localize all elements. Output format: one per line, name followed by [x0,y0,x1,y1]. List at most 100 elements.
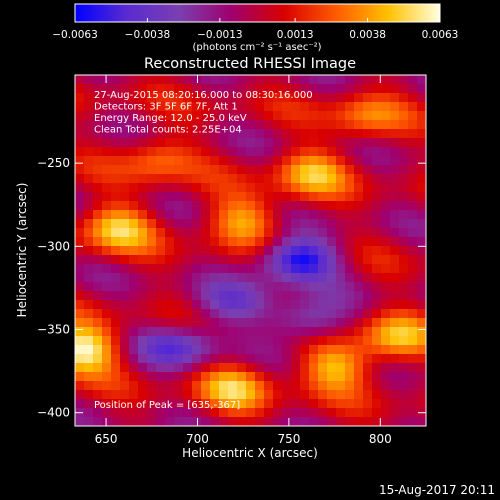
heatmap-cell [390,408,400,418]
heatmap-cell [363,264,373,274]
heatmap-cell [273,336,283,346]
heatmap-cell [93,120,103,130]
heatmap-cell [318,183,328,193]
heatmap-cell [138,156,148,166]
heatmap-cell [210,273,220,283]
heatmap-cell [327,192,337,202]
heatmap-cell [147,408,157,418]
heatmap-cell [300,192,310,202]
heatmap-cell [390,84,400,94]
heatmap-cell [183,408,193,418]
heatmap-cell [183,156,193,166]
heatmap-cell [120,102,130,112]
heatmap-cell [156,390,166,400]
heatmap-cell [282,336,292,346]
heatmap-cell [318,354,328,364]
heatmap-cell [291,327,301,337]
heatmap-cell [84,201,94,211]
heatmap-cell [336,309,346,319]
heatmap-cell [399,228,409,238]
heatmap-cell [156,75,166,85]
heatmap-cell [399,381,409,391]
heatmap-cell [228,129,238,139]
heatmap-cell [246,138,256,148]
heatmap-cell [165,336,175,346]
heatmap-cell [300,354,310,364]
heatmap-cell [399,300,409,310]
heatmap-cell [102,327,112,337]
heatmap-cell [147,291,157,301]
heatmap-cell [300,138,310,148]
heatmap-cell [183,183,193,193]
heatmap-cell [237,408,247,418]
heatmap-cell [246,192,256,202]
x-tick-label: 650 [95,432,118,446]
heatmap-cell [336,417,346,426]
heatmap-cell [273,102,283,112]
heatmap-cell [156,201,166,211]
heatmap-cell [102,390,112,400]
heatmap-cell [363,129,373,139]
heatmap-cell [165,300,175,310]
heatmap-cell [120,345,130,355]
heatmap-cell [309,318,319,328]
heatmap-cell [381,255,391,265]
heatmap-cell [327,282,337,292]
heatmap-cell [417,327,426,337]
heatmap-cell [354,345,364,355]
heatmap-cell [237,390,247,400]
heatmap-cell [264,120,274,130]
heatmap-cell [237,138,247,148]
heatmap-cell [111,210,121,220]
heatmap-cell [408,264,418,274]
heatmap-cell [354,183,364,193]
heatmap-cell [192,318,202,328]
heatmap-cell [129,255,139,265]
heatmap-cell [228,102,238,112]
heatmap-cell [102,372,112,382]
heatmap-cell [147,399,157,409]
heatmap-cell [93,264,103,274]
heatmap-cell [138,417,148,426]
heatmap-cell [192,300,202,310]
heatmap-cell [363,165,373,175]
heatmap-cell [201,84,211,94]
heatmap-cell [291,336,301,346]
heatmap-cell [219,219,229,229]
heatmap-cell [300,219,310,229]
heatmap-cell [372,174,382,184]
heatmap-cell [210,255,220,265]
heatmap-cell [228,408,238,418]
heatmap-cell [201,102,211,112]
heatmap-cell [138,111,148,121]
heatmap-cell [363,246,373,256]
heatmap-cell [318,228,328,238]
heatmap-cell [111,111,121,121]
heatmap-cell [255,228,265,238]
heatmap-cell [210,363,220,373]
heatmap-cell [309,102,319,112]
heatmap-cell [129,228,139,238]
heatmap-cell [165,309,175,319]
heatmap-cell [111,219,121,229]
heatmap-cell [75,282,85,292]
heatmap-cell [93,300,103,310]
heatmap-cell [237,417,247,426]
heatmap-cell [183,129,193,139]
heatmap-cell [174,183,184,193]
heatmap-cell [84,399,94,409]
heatmap-cell [408,327,418,337]
heatmap-cell [399,417,409,426]
heatmap-cell [345,381,355,391]
heatmap-cell [246,84,256,94]
heatmap-cell [219,381,229,391]
heatmap-cell [408,390,418,400]
heatmap-cell [318,120,328,130]
heatmap-cell [219,120,229,130]
heatmap-cell [354,93,364,103]
heatmap-cell [336,363,346,373]
heatmap-cell [264,282,274,292]
heatmap-cell [264,138,274,148]
heatmap-cell [300,111,310,121]
heatmap-cell [363,192,373,202]
